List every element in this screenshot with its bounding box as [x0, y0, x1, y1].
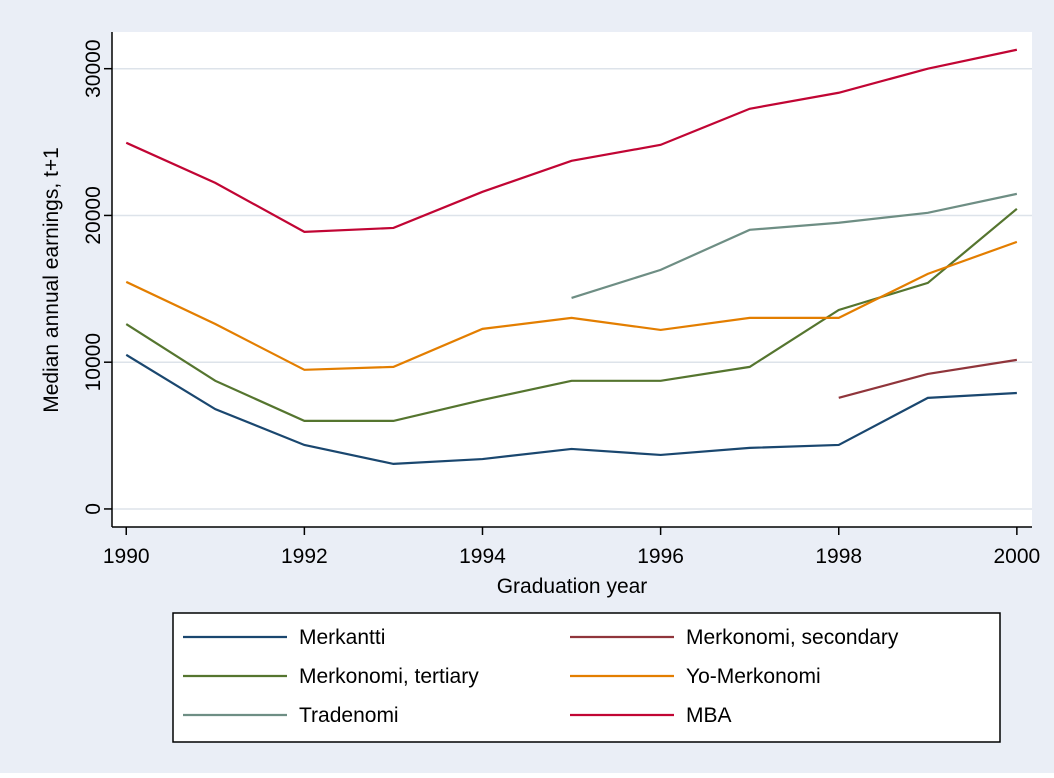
- y-tick-label: 30000: [82, 39, 105, 97]
- line-series: [571, 192, 1018, 299]
- x-tick-label: 1994: [459, 545, 506, 568]
- legend-label: Merkonomi, secondary: [686, 626, 899, 649]
- line-series: [125, 207, 1018, 422]
- plot-area: [112, 32, 1032, 527]
- x-tick-label: 1990: [103, 545, 150, 568]
- x-axis-title: Graduation year: [497, 575, 648, 598]
- line-series: [838, 358, 1018, 399]
- legend-label: MBA: [686, 704, 732, 727]
- y-tick-label: 0: [82, 503, 105, 515]
- line-series: [125, 240, 1018, 371]
- legend-label: Merkonomi, tertiary: [299, 665, 479, 688]
- x-tick-label: 1998: [815, 545, 862, 568]
- legend-box: [172, 612, 1001, 743]
- x-tick-label: 1992: [281, 545, 328, 568]
- y-tick-label: 10000: [82, 333, 105, 391]
- legend-label: Merkantti: [299, 626, 385, 649]
- line-series: [125, 48, 1018, 233]
- x-tick-label: 2000: [994, 545, 1041, 568]
- x-tick-label: 1996: [637, 545, 684, 568]
- line-series: [125, 353, 1017, 466]
- legend-label: Yo-Merkonomi: [686, 665, 821, 688]
- legend-label: Tradenomi: [299, 704, 399, 727]
- y-tick-label: 20000: [82, 186, 105, 244]
- y-axis-title: Median annual earnings, t+1: [40, 147, 63, 413]
